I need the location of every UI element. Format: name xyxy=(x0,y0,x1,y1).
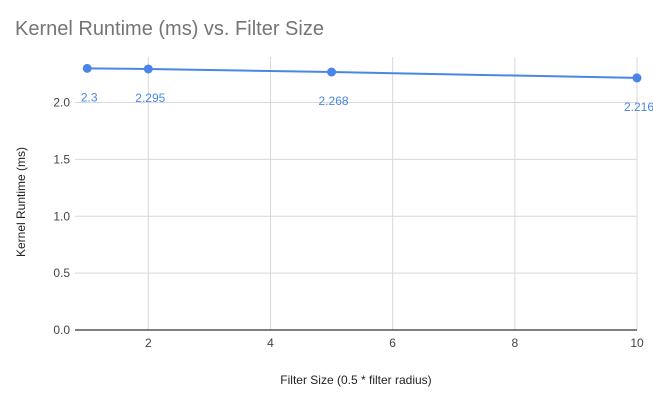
x-axis-label: Filter Size (0.5 * filter radius) xyxy=(280,373,431,387)
data-point xyxy=(82,63,92,73)
series xyxy=(82,63,642,83)
tick-labels: 0.0 0.5 1.0 1.5 2.0 2 4 6 8 10 xyxy=(53,96,644,351)
chart-title: Kernel Runtime (ms) vs. Filter Size xyxy=(15,18,324,40)
x-tick-label: 6 xyxy=(389,336,396,350)
x-tick-label: 8 xyxy=(511,336,518,350)
data-label: 2.295 xyxy=(135,91,165,105)
series-line xyxy=(87,67,638,79)
x-tick-label: 2 xyxy=(145,336,152,350)
x-tick-label: 10 xyxy=(630,336,644,350)
data-label: 2.268 xyxy=(319,94,349,108)
y-axis-label: Kernel Runtime (ms) xyxy=(14,147,28,257)
data-label: 2.216 xyxy=(624,100,653,114)
y-tick-label: 0.5 xyxy=(53,266,70,280)
y-tick-label: 0.0 xyxy=(53,323,70,337)
data-label: 2.3 xyxy=(81,90,98,104)
y-tick-label: 1.5 xyxy=(53,152,70,166)
data-point xyxy=(143,64,153,74)
y-tick-label: 1.0 xyxy=(53,209,70,223)
x-tick-label: 4 xyxy=(267,336,274,350)
grid xyxy=(75,57,638,330)
data-labels: 2.3 2.295 2.268 2.216 xyxy=(81,90,653,114)
data-point xyxy=(327,67,337,77)
y-tick-label: 2.0 xyxy=(53,96,70,110)
data-point xyxy=(632,73,642,83)
